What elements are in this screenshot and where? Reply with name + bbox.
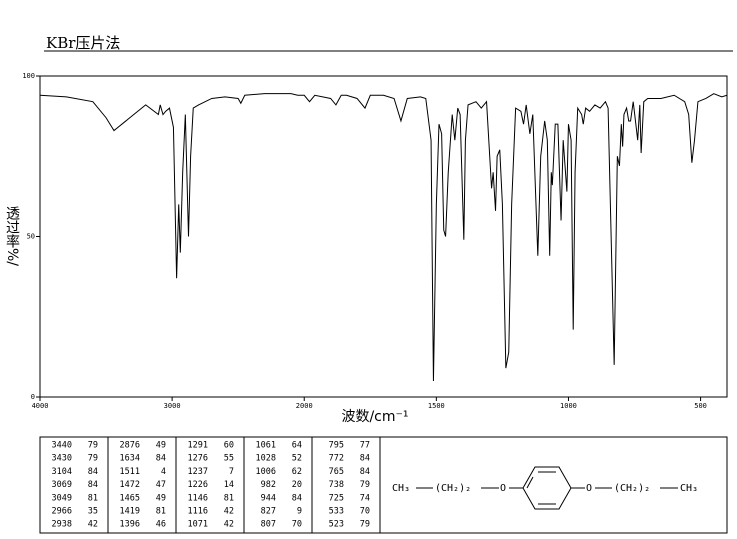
transmittance-cell: 42 [88,520,98,530]
transmittance-cell: 4 [161,467,166,477]
wavenumber-cell: 1634 [120,454,140,464]
wavenumber-cell: 1511 [120,467,140,477]
wavenumber-cell: 765 [329,467,344,477]
wavenumber-cell: 1006 [256,467,276,477]
y-tick-label: 50 [27,233,35,241]
chem-label: (CH₂)₂ [435,483,471,494]
chart-title: KBr压片法 [46,34,120,52]
wavenumber-cell: 3440 [52,441,72,451]
chem-label: CH₃ [680,483,698,494]
transmittance-cell: 84 [88,467,98,477]
transmittance-cell: 79 [360,480,370,490]
wavenumber-cell: 772 [329,454,344,464]
transmittance-cell: 81 [88,493,98,503]
y-axis-label: 透过率%/ [4,206,20,266]
transmittance-cell: 70 [292,520,302,530]
transmittance-cell: 20 [292,480,302,490]
transmittance-cell: 62 [292,467,302,477]
wavenumber-cell: 827 [261,507,276,517]
transmittance-cell: 81 [156,507,166,517]
transmittance-cell: 74 [360,493,370,503]
wavenumber-cell: 1237 [188,467,208,477]
wavenumber-cell: 1291 [188,441,208,451]
transmittance-cell: 42 [224,507,234,517]
transmittance-cell: 35 [88,507,98,517]
wavenumber-cell: 1028 [256,454,276,464]
wavenumber-cell: 982 [261,480,276,490]
wavenumber-cell: 1472 [120,480,140,490]
wavenumber-cell: 533 [329,507,344,517]
transmittance-cell: 7 [229,467,234,477]
transmittance-cell: 47 [156,480,166,490]
transmittance-cell: 84 [292,493,302,503]
spectrum-line [39,93,728,381]
wavenumber-cell: 3069 [52,480,72,490]
wavenumber-cell: 807 [261,520,276,530]
transmittance-cell: 46 [156,520,166,530]
wavenumber-cell: 1396 [120,520,140,530]
double-bond [526,476,534,489]
transmittance-cell: 79 [360,520,370,530]
wavenumber-cell: 944 [261,493,276,503]
transmittance-cell: 84 [156,454,166,464]
chem-label: CH₃ [392,483,410,494]
transmittance-cell: 9 [297,507,302,517]
transmittance-cell: 49 [156,441,166,451]
structure [416,466,678,510]
wavenumber-cell: 3104 [52,467,72,477]
x-tick-label: 1000 [560,402,577,410]
x-tick-label: 3000 [164,402,181,410]
wavenumber-cell: 2938 [52,520,72,530]
transmittance-cell: 64 [292,441,302,451]
chem-label: (CH₂)₂ [614,483,650,494]
transmittance-cell: 14 [224,480,234,490]
transmittance-cell: 84 [360,467,370,477]
transmittance-cell: 70 [360,507,370,517]
wavenumber-cell: 1465 [120,493,140,503]
wavenumber-cell: 1226 [188,480,208,490]
wavenumber-cell: 795 [329,441,344,451]
wavenumber-cell: 1276 [188,454,208,464]
transmittance-cell: 79 [88,441,98,451]
wavenumber-cell: 1419 [120,507,140,517]
x-axis-label: 波数/cm⁻¹ [341,409,408,425]
transmittance-cell: 42 [224,520,234,530]
transmittance-cell: 84 [88,480,98,490]
wavenumber-cell: 1061 [256,441,276,451]
wavenumber-cell: 1071 [188,520,208,530]
transmittance-cell: 52 [292,454,302,464]
wavenumber-cell: 3430 [52,454,72,464]
transmittance-cell: 49 [156,493,166,503]
x-tick-label: 4000 [32,402,49,410]
chem-label: O [586,483,592,494]
wavenumber-cell: 738 [329,480,344,490]
transmittance-cell: 81 [224,493,234,503]
x-tick-label: 1500 [428,402,445,410]
transmittance-cell: 60 [224,441,234,451]
y-tick-label: 100 [22,72,35,80]
transmittance-cell: 84 [360,454,370,464]
chem-label: O [500,483,506,494]
y-tick-label: 0 [31,393,35,401]
transmittance-cell: 77 [360,441,370,451]
wavenumber-cell: 523 [329,520,344,530]
x-tick-label: 2000 [296,402,313,410]
peak-table-frame [39,436,728,534]
wavenumber-cell: 2876 [120,441,140,451]
wavenumber-cell: 3049 [52,493,72,503]
benzene-ring [522,466,572,510]
transmittance-cell: 55 [224,454,234,464]
wavenumber-cell: 1116 [188,507,208,517]
wavenumber-cell: 725 [329,493,344,503]
transmittance-cell: 79 [88,454,98,464]
wavenumber-cell: 2966 [52,507,72,517]
wavenumber-cell: 1146 [188,493,208,503]
x-tick-label: 500 [694,402,707,410]
